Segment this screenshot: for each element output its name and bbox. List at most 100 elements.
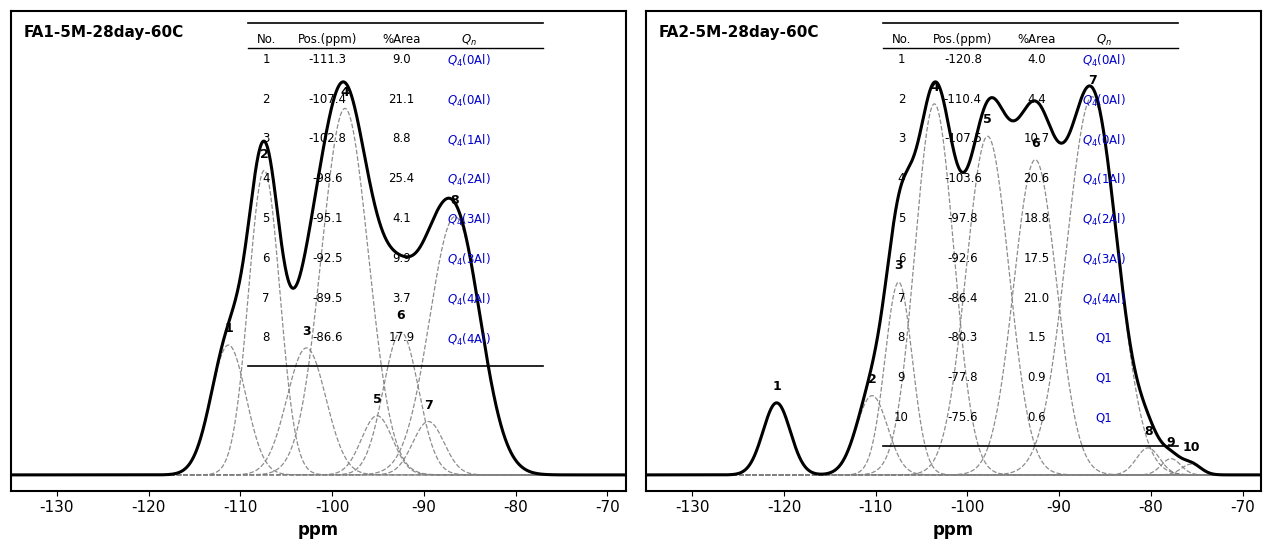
- Text: 0.6: 0.6: [1028, 411, 1046, 424]
- Text: $Q_n$: $Q_n$: [460, 32, 477, 48]
- Text: $Q_4$(0Al): $Q_4$(0Al): [446, 92, 491, 109]
- Text: Pos.(ppm): Pos.(ppm): [298, 32, 357, 46]
- Text: No.: No.: [892, 32, 911, 46]
- Text: 10: 10: [1183, 441, 1199, 454]
- Text: $Q_4$(4Al): $Q_4$(4Al): [1082, 292, 1126, 307]
- Text: 4: 4: [930, 81, 939, 94]
- Text: -77.8: -77.8: [948, 371, 978, 384]
- Text: $Q_4$(0Al): $Q_4$(0Al): [1082, 133, 1126, 148]
- Text: $Q_4$(0Al): $Q_4$(0Al): [1082, 92, 1126, 109]
- Text: 21.1: 21.1: [388, 92, 415, 106]
- Text: 3: 3: [894, 260, 903, 272]
- Text: 21.0: 21.0: [1024, 292, 1049, 305]
- Text: 6: 6: [397, 309, 406, 322]
- Text: 7: 7: [424, 399, 432, 412]
- Text: 7: 7: [898, 292, 906, 305]
- Text: $Q_4$(3Al): $Q_4$(3Al): [1082, 252, 1126, 268]
- Text: 25.4: 25.4: [388, 172, 415, 185]
- Text: 4.1: 4.1: [392, 212, 411, 225]
- Text: Q1: Q1: [1095, 371, 1113, 384]
- Text: 18.8: 18.8: [1024, 212, 1049, 225]
- Text: 5: 5: [983, 113, 992, 127]
- Text: -98.6: -98.6: [313, 172, 343, 185]
- X-axis label: ppm: ppm: [934, 521, 974, 539]
- Text: -95.1: -95.1: [313, 212, 343, 225]
- Text: -107.5: -107.5: [944, 133, 982, 145]
- Text: 8.8: 8.8: [392, 133, 411, 145]
- Text: $Q_4$(1Al): $Q_4$(1Al): [1082, 172, 1126, 188]
- X-axis label: ppm: ppm: [298, 521, 338, 539]
- Text: Q1: Q1: [1095, 411, 1113, 424]
- Text: 3: 3: [262, 133, 270, 145]
- Text: 4: 4: [262, 172, 270, 185]
- Text: $Q_4$(0Al): $Q_4$(0Al): [446, 53, 491, 69]
- Text: 2: 2: [868, 373, 876, 386]
- Text: $Q_4$(4Al): $Q_4$(4Al): [446, 332, 491, 348]
- Text: $Q_4$(0Al): $Q_4$(0Al): [1082, 53, 1126, 69]
- Text: No.: No.: [257, 32, 276, 46]
- Text: 7: 7: [262, 292, 270, 305]
- Text: -89.5: -89.5: [313, 292, 342, 305]
- Text: $Q_4$(3Al): $Q_4$(3Al): [446, 252, 491, 268]
- Text: -103.6: -103.6: [944, 172, 982, 185]
- Text: 3: 3: [303, 325, 310, 338]
- Text: 17.5: 17.5: [1024, 252, 1049, 265]
- Text: 6: 6: [262, 252, 270, 265]
- Text: 7: 7: [1088, 74, 1096, 87]
- Text: -75.6: -75.6: [948, 411, 978, 424]
- Text: 2: 2: [259, 147, 268, 161]
- Text: 5: 5: [898, 212, 906, 225]
- Text: 5: 5: [373, 393, 382, 406]
- Text: $Q_n$: $Q_n$: [1096, 32, 1112, 48]
- Text: 6: 6: [1030, 137, 1039, 150]
- Text: 3.7: 3.7: [392, 292, 411, 305]
- Text: 8: 8: [262, 332, 270, 344]
- Text: 0.9: 0.9: [1028, 371, 1046, 384]
- Text: 8: 8: [1144, 425, 1152, 438]
- Text: 1: 1: [772, 380, 781, 393]
- Text: -86.4: -86.4: [948, 292, 978, 305]
- Text: 1.5: 1.5: [1028, 332, 1046, 344]
- Text: 4.4: 4.4: [1028, 92, 1046, 106]
- Text: Pos.(ppm): Pos.(ppm): [934, 32, 992, 46]
- Text: $Q_4$(4Al): $Q_4$(4Al): [446, 292, 491, 307]
- Text: 9: 9: [898, 371, 906, 384]
- Text: FA1-5M-28day-60C: FA1-5M-28day-60C: [23, 25, 183, 41]
- Text: -110.4: -110.4: [944, 92, 982, 106]
- Text: %Area: %Area: [382, 32, 421, 46]
- Text: 4: 4: [898, 172, 906, 185]
- Text: %Area: %Area: [1018, 32, 1056, 46]
- Text: -120.8: -120.8: [944, 53, 982, 66]
- Text: Q1: Q1: [1095, 332, 1113, 344]
- Text: 10: 10: [894, 411, 909, 424]
- Text: -102.8: -102.8: [309, 133, 346, 145]
- Text: 3: 3: [898, 133, 906, 145]
- Text: 8: 8: [450, 194, 459, 207]
- Text: 6: 6: [898, 252, 906, 265]
- Text: 20.6: 20.6: [1024, 172, 1049, 185]
- Text: 4: 4: [341, 86, 350, 98]
- Text: -97.8: -97.8: [948, 212, 978, 225]
- Text: $Q_4$(1Al): $Q_4$(1Al): [446, 133, 491, 148]
- Text: $Q_4$(2Al): $Q_4$(2Al): [1082, 212, 1126, 228]
- Text: FA2-5M-28day-60C: FA2-5M-28day-60C: [659, 25, 819, 41]
- Text: 1: 1: [224, 322, 233, 335]
- Text: -80.3: -80.3: [948, 332, 978, 344]
- Text: 17.9: 17.9: [388, 332, 415, 344]
- Text: 9: 9: [1166, 436, 1175, 449]
- Text: 10.7: 10.7: [1024, 133, 1049, 145]
- Text: 4.0: 4.0: [1028, 53, 1046, 66]
- Text: -86.6: -86.6: [313, 332, 343, 344]
- Text: 2: 2: [262, 92, 270, 106]
- Text: -92.5: -92.5: [313, 252, 343, 265]
- Text: 2: 2: [898, 92, 906, 106]
- Text: -92.6: -92.6: [948, 252, 978, 265]
- Text: 9.0: 9.0: [392, 53, 411, 66]
- Text: -111.3: -111.3: [309, 53, 346, 66]
- Text: 5: 5: [262, 212, 270, 225]
- Text: 1: 1: [262, 53, 270, 66]
- Text: 9.9: 9.9: [392, 252, 411, 265]
- Text: $Q_4$(3Al): $Q_4$(3Al): [446, 212, 491, 228]
- Text: $Q_4$(2Al): $Q_4$(2Al): [446, 172, 491, 188]
- Text: 1: 1: [898, 53, 906, 66]
